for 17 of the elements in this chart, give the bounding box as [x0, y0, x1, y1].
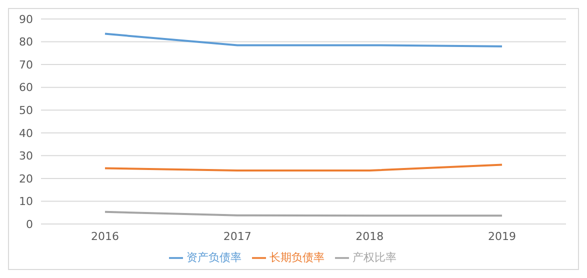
y-tick-label: 90: [19, 12, 33, 26]
legend-label: 产权比率: [352, 251, 396, 264]
y-tick-label: 10: [19, 195, 33, 208]
y-tick-label: 0: [26, 218, 33, 231]
y-tick-label: 60: [19, 81, 33, 94]
x-tick-label: 2018: [356, 230, 384, 243]
legend-label: 长期负债率: [270, 251, 324, 264]
y-tick-label: 20: [19, 172, 33, 186]
y-tick-label: 50: [19, 104, 33, 118]
x-tick-label: 2016: [91, 230, 119, 243]
x-tick-label: 2019: [488, 230, 516, 243]
y-tick-label: 30: [19, 150, 33, 163]
y-tick-label: 40: [19, 126, 33, 140]
x-tick-label: 2017: [223, 230, 252, 243]
y-tick-label: 70: [19, 58, 33, 72]
y-tick-label: 80: [19, 36, 33, 49]
legend-label: 资产负债率: [186, 251, 242, 264]
